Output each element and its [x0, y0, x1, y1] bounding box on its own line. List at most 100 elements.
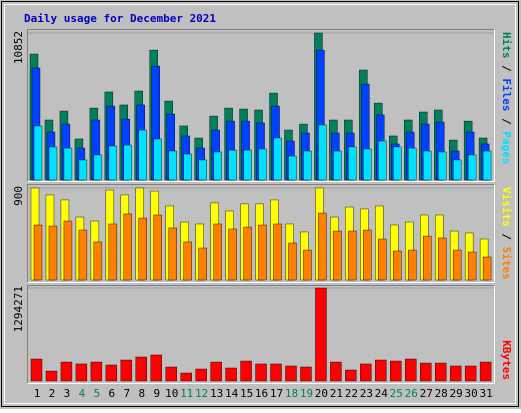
legend-separator: /: [500, 227, 513, 247]
legend-separator: /: [500, 112, 513, 132]
bar: [138, 129, 147, 181]
bar: [180, 372, 192, 382]
x-tick-label: 21: [330, 387, 343, 400]
y-tick-label: 900: [12, 186, 25, 206]
x-tick-label: 31: [479, 387, 492, 400]
bar: [405, 358, 417, 382]
bar: [78, 159, 88, 181]
bar: [75, 363, 88, 382]
x-tick-label: 7: [124, 387, 131, 400]
bar: [300, 366, 312, 382]
bar: [240, 360, 252, 382]
x-tick-label: 22: [345, 387, 358, 400]
x-tick-label: 2: [49, 387, 56, 400]
bar: [150, 354, 162, 382]
bar: [258, 148, 267, 181]
bar: [467, 154, 477, 181]
bar: [123, 144, 133, 181]
bar: [90, 361, 103, 382]
chart-title: Daily usage for December 2021: [24, 12, 216, 25]
bar: [63, 147, 73, 181]
x-tick-label: 4: [79, 387, 86, 400]
bar: [464, 365, 477, 382]
x-tick-label: 15: [240, 387, 253, 400]
bar: [33, 224, 43, 281]
bar: [408, 249, 417, 281]
x-tick-label: 11: [180, 387, 193, 400]
bar: [449, 365, 462, 382]
x-tick-label: 14: [225, 387, 239, 400]
y-tick-label: 10852: [12, 31, 25, 64]
bar: [105, 364, 118, 382]
x-tick-label: 29: [450, 387, 463, 400]
bar: [243, 149, 252, 181]
bar: [330, 361, 342, 382]
bar: [303, 249, 312, 281]
bar: [258, 224, 267, 281]
x-tick-label: 8: [138, 387, 145, 400]
x-tick-label: 26: [405, 387, 418, 400]
bar: [120, 359, 133, 382]
bar: [48, 225, 58, 281]
x-tick-label: 19: [300, 387, 313, 400]
bar: [348, 230, 357, 281]
x-tick-label: 5: [94, 387, 101, 400]
bar: [270, 363, 282, 382]
legend: KBytes: [500, 340, 513, 380]
x-tick-label: 24: [375, 387, 389, 400]
bar: [183, 153, 192, 181]
bar: [183, 241, 192, 281]
bar: [288, 242, 297, 281]
legend: Hits / Files / Pages: [500, 32, 513, 165]
bar: [363, 148, 372, 181]
bar: [482, 150, 492, 181]
bar: [243, 226, 252, 281]
bar: [165, 366, 177, 382]
bar: [378, 238, 387, 281]
bar: [482, 256, 492, 281]
bar: [210, 361, 222, 382]
bar: [434, 362, 447, 382]
bar: [420, 362, 432, 382]
bar: [360, 363, 372, 382]
x-tick-label: 25: [390, 387, 403, 400]
bar: [423, 235, 432, 281]
bar: [135, 356, 147, 382]
bar: [138, 217, 147, 281]
bar: [93, 241, 103, 281]
x-tick-label: 18: [285, 387, 298, 400]
bar: [273, 223, 282, 281]
legend-entry: KBytes: [500, 340, 513, 380]
bar: [479, 361, 492, 382]
bar: [390, 360, 402, 382]
bar: [333, 150, 342, 181]
bar: [452, 159, 462, 181]
bar: [467, 251, 477, 281]
bar: [30, 358, 43, 382]
bar: [255, 363, 267, 382]
bar: [378, 140, 387, 181]
x-tick-label: 28: [435, 387, 448, 400]
x-tick-label: 13: [210, 387, 223, 400]
bar: [318, 124, 327, 181]
bar: [93, 154, 103, 181]
legend-entry: Pages: [500, 131, 513, 164]
bar: [225, 367, 237, 382]
x-tick-label: 10: [165, 387, 178, 400]
bar: [303, 150, 312, 181]
x-tick-label: 20: [315, 387, 328, 400]
x-tick-label: 23: [360, 387, 373, 400]
bar: [168, 150, 177, 181]
bar: [273, 137, 282, 181]
bar: [437, 151, 447, 181]
bar: [437, 237, 447, 281]
bar: [108, 145, 118, 181]
outer-frame: [1, 1, 519, 407]
bar: [195, 368, 207, 382]
bar: [168, 227, 177, 281]
bar: [153, 214, 162, 281]
legend-entry: Hits: [500, 32, 513, 59]
bar: [318, 212, 327, 281]
bar: [213, 151, 222, 181]
bar: [48, 146, 58, 181]
